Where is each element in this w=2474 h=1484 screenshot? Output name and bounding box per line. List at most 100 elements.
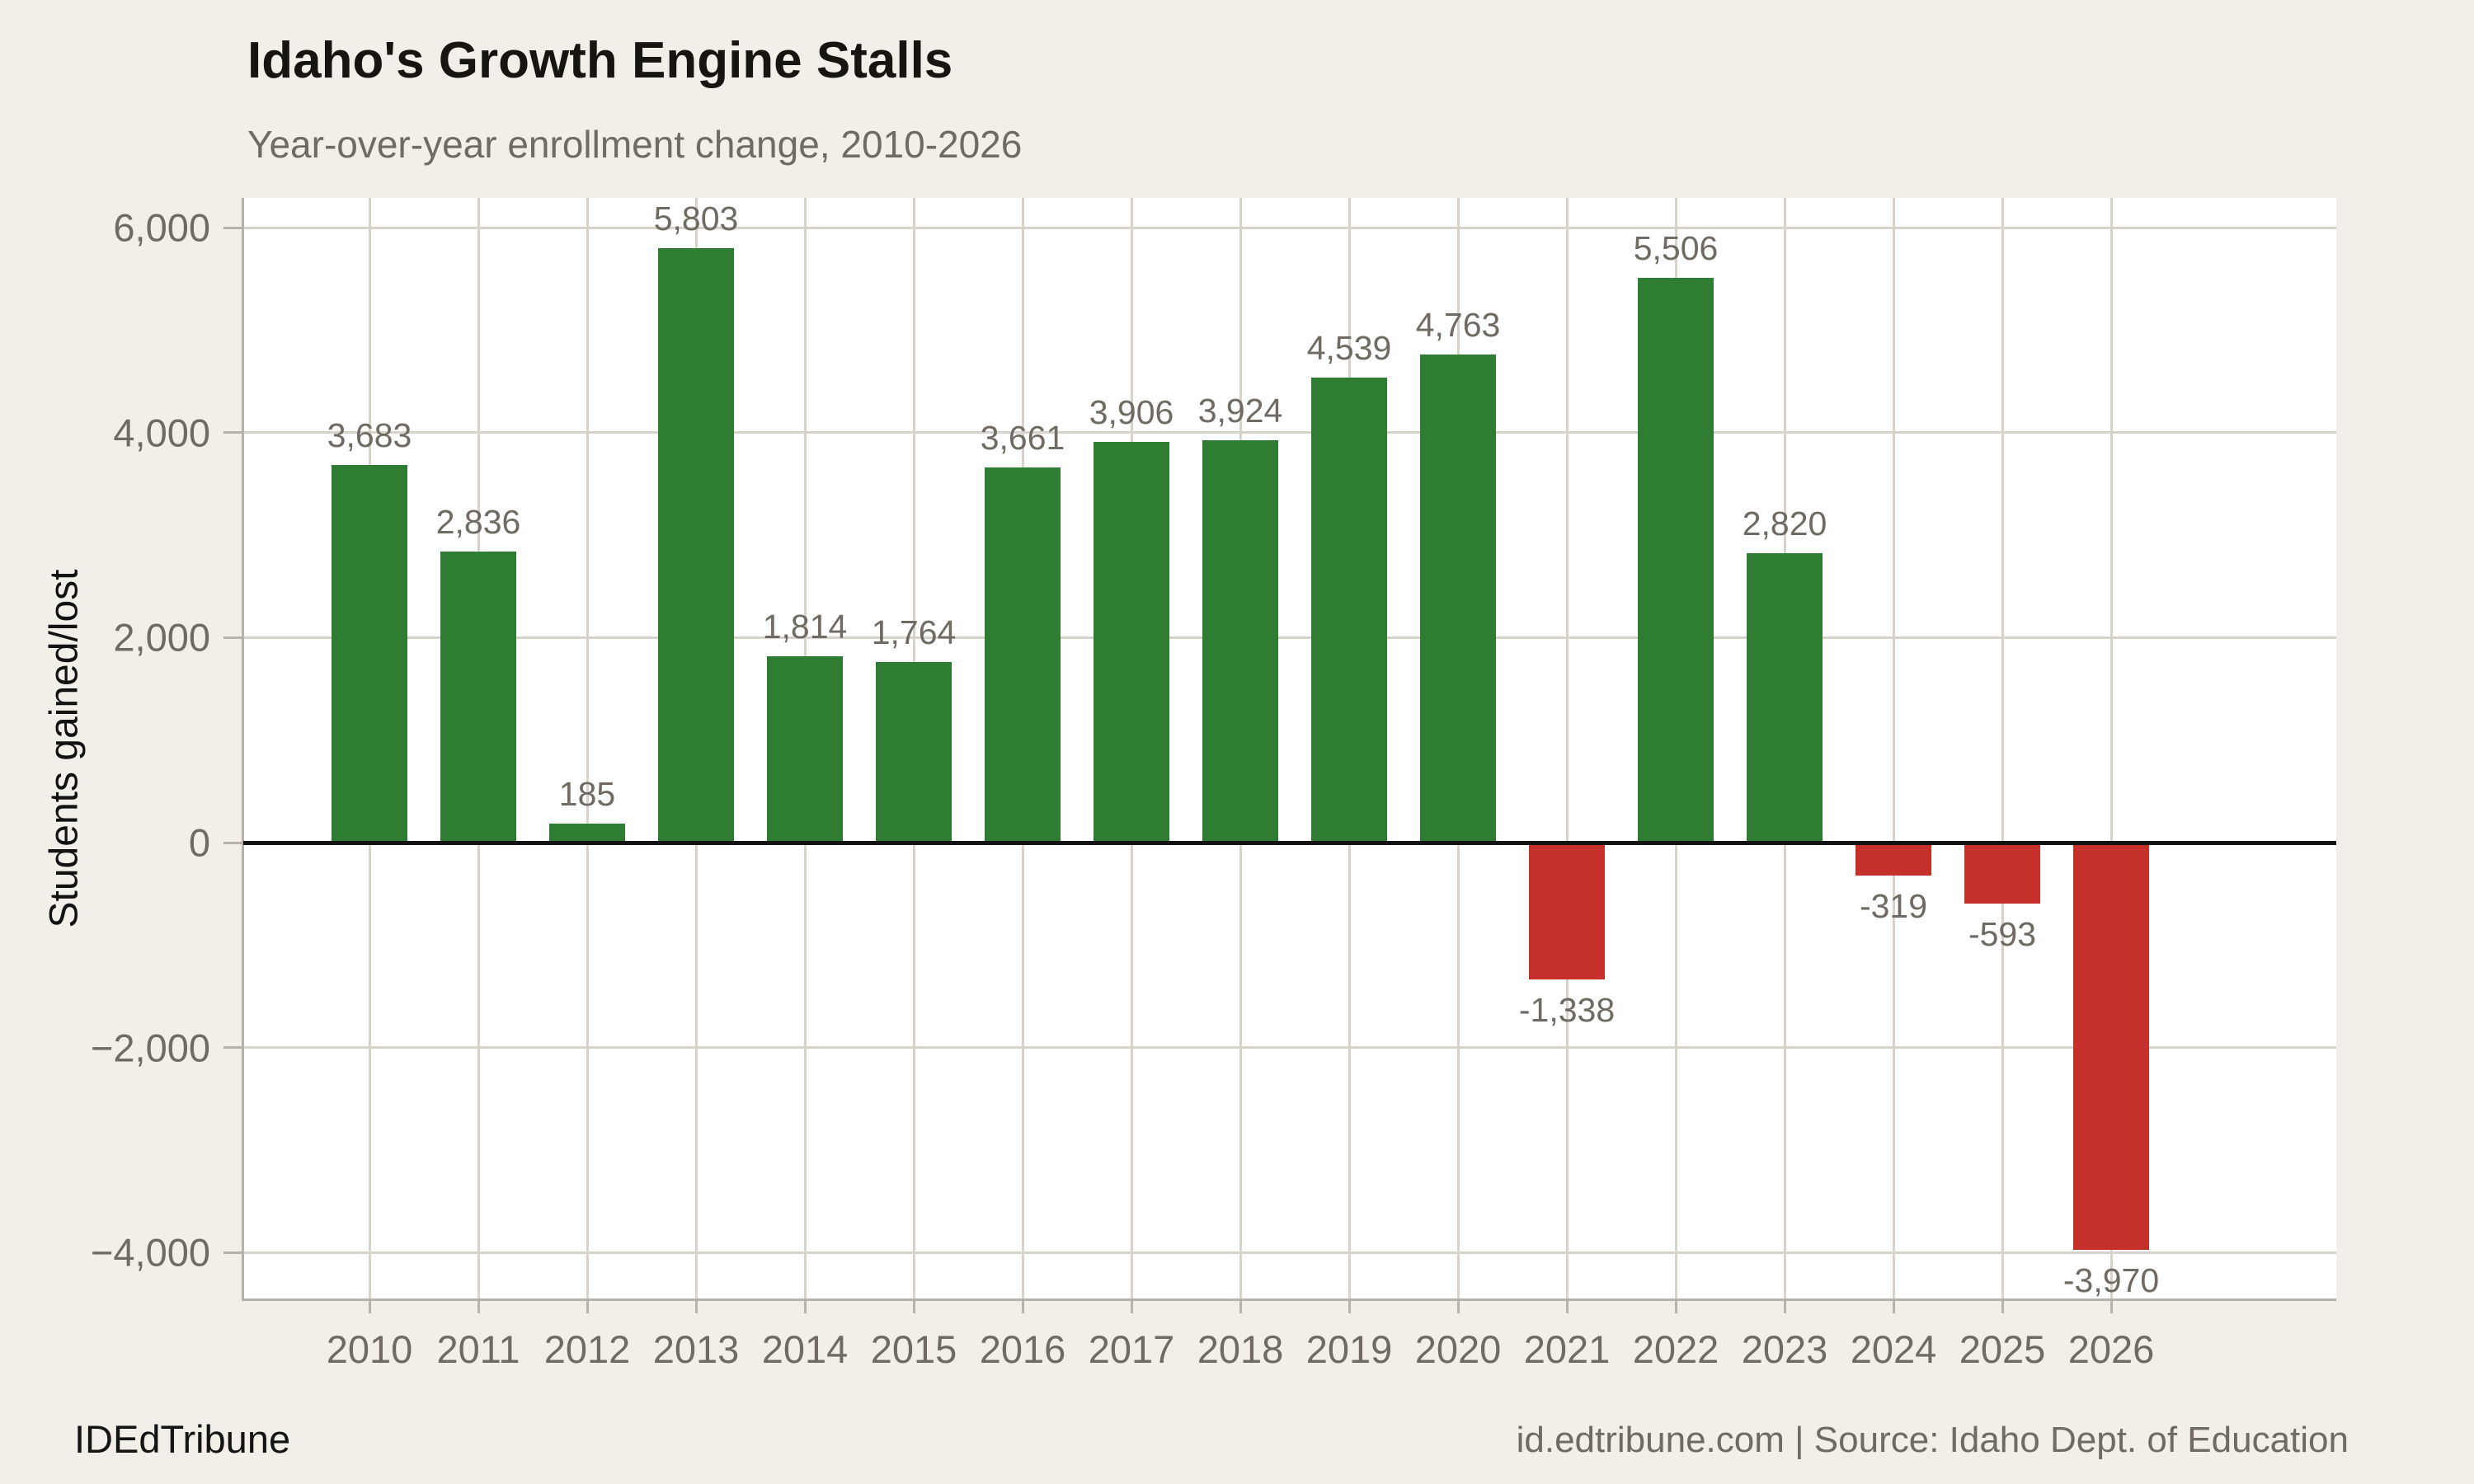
bar-value-label: 1,764 xyxy=(871,613,957,651)
y-gridline xyxy=(243,431,2336,434)
bar xyxy=(1529,843,1605,980)
bar-value-label: -1,338 xyxy=(1518,991,1616,1030)
bar xyxy=(1202,440,1278,843)
bar xyxy=(440,552,516,843)
bar xyxy=(1747,553,1823,843)
x-tick-label: 2024 xyxy=(1850,1327,1937,1371)
bar xyxy=(549,824,625,843)
x-tick-label: 2015 xyxy=(870,1327,957,1371)
x-tick-mark xyxy=(1783,1300,1786,1313)
bar xyxy=(1856,843,1931,876)
y-tick-mark xyxy=(223,841,243,844)
footer-brand: IDEdTribune xyxy=(74,1417,291,1461)
x-gridline xyxy=(586,198,589,1300)
x-tick-mark xyxy=(368,1300,371,1313)
x-tick-label: 2012 xyxy=(543,1327,631,1371)
x-tick-label: 2016 xyxy=(979,1327,1066,1371)
y-tick-label: −4,000 xyxy=(90,1230,210,1275)
zero-baseline xyxy=(243,840,2336,845)
bar-value-label: 5,803 xyxy=(653,199,739,237)
x-tick-label: 2017 xyxy=(1088,1327,1175,1371)
bar-value-label: 3,906 xyxy=(1089,393,1174,432)
x-tick-label: 2014 xyxy=(761,1327,849,1371)
x-tick-mark xyxy=(586,1300,589,1313)
x-gridline xyxy=(2001,198,2004,1300)
y-gridline xyxy=(243,1046,2336,1050)
y-tick-label: 2,000 xyxy=(113,615,210,660)
x-tick-mark xyxy=(1674,1300,1677,1313)
y-tick-label: 4,000 xyxy=(113,411,210,455)
footer-source-attribution: id.edtribune.com | Source: Idaho Dept. o… xyxy=(1516,1420,2349,1460)
x-gridline xyxy=(1565,198,1569,1300)
bar-value-label: 3,924 xyxy=(1197,392,1283,430)
bar-value-label: 2,820 xyxy=(1742,505,1827,543)
bar xyxy=(658,247,734,843)
bar xyxy=(876,661,952,843)
x-gridline xyxy=(2109,198,2113,1300)
y-gridline xyxy=(243,226,2336,229)
bar-value-label: -3,970 xyxy=(2062,1261,2160,1299)
plot-area: 6,000 4,000 2,000 0 −2,000 −4,000 2010 2011 2012… xyxy=(91,198,2336,1371)
x-tick-label: 2022 xyxy=(1632,1327,1719,1371)
y-axis-title: Students gained/lost xyxy=(42,569,87,928)
bar-value-label: -319 xyxy=(1859,886,1928,925)
x-tick-label: 2026 xyxy=(2067,1327,2155,1371)
chart-subtitle: Year-over-year enrollment change, 2010-2… xyxy=(247,123,1023,166)
x-tick-mark xyxy=(912,1300,915,1313)
x-tick-mark xyxy=(1021,1300,1024,1313)
y-tick-label: −2,000 xyxy=(90,1026,210,1070)
x-tick-mark xyxy=(2109,1300,2113,1313)
y-axis-line xyxy=(242,198,244,1300)
x-axis-line xyxy=(242,1298,2336,1301)
bar-value-label: -593 xyxy=(1968,914,2037,953)
bar xyxy=(1638,278,1714,843)
y-tick-mark xyxy=(223,226,243,229)
bar xyxy=(1094,442,1169,843)
x-tick-mark xyxy=(1565,1300,1569,1313)
chart-title: Idaho's Growth Engine Stalls xyxy=(247,32,953,89)
x-tick-label: 2020 xyxy=(1414,1327,1502,1371)
bar-value-label: 1,814 xyxy=(762,608,848,646)
bar xyxy=(2073,843,2149,1250)
bar xyxy=(985,467,1061,843)
x-tick-mark xyxy=(694,1300,698,1313)
bar xyxy=(767,656,843,843)
x-tick-mark xyxy=(477,1300,480,1313)
bar xyxy=(1420,354,1496,843)
y-gridline xyxy=(243,636,2336,639)
x-tick-label: 2023 xyxy=(1741,1327,1828,1371)
y-tick-label: 6,000 xyxy=(113,205,210,250)
bar xyxy=(1311,377,1387,843)
bar-value-label: 4,539 xyxy=(1306,328,1392,367)
x-tick-mark xyxy=(1348,1300,1351,1313)
x-tick-label: 2013 xyxy=(652,1327,740,1371)
x-tick-label: 2025 xyxy=(1959,1327,2046,1371)
y-tick-mark xyxy=(223,636,243,639)
x-tick-mark xyxy=(1239,1300,1242,1313)
bar-value-label: 2,836 xyxy=(435,503,521,542)
bar xyxy=(1964,843,2040,904)
bar-value-label: 185 xyxy=(558,775,616,813)
x-tick-mark xyxy=(803,1300,807,1313)
bar-value-label: 5,506 xyxy=(1633,229,1719,268)
bar-value-label: 3,661 xyxy=(980,418,1065,457)
bar-value-label: 4,763 xyxy=(1415,305,1501,344)
x-tick-mark xyxy=(1892,1300,1895,1313)
x-gridline xyxy=(1892,198,1895,1300)
x-tick-label: 2010 xyxy=(326,1327,413,1371)
x-tick-mark xyxy=(2001,1300,2004,1313)
x-tick-label: 2021 xyxy=(1523,1327,1611,1371)
y-tick-mark xyxy=(223,431,243,434)
y-tick-label: 0 xyxy=(188,820,210,865)
bar-value-label: 3,683 xyxy=(327,416,412,455)
x-tick-label: 2011 xyxy=(436,1327,520,1371)
x-tick-mark xyxy=(1130,1300,1133,1313)
x-tick-mark xyxy=(1456,1300,1460,1313)
y-gridline xyxy=(243,1251,2336,1254)
x-tick-label: 2018 xyxy=(1197,1327,1284,1371)
bar xyxy=(332,465,407,843)
x-tick-label: 2019 xyxy=(1305,1327,1393,1371)
y-tick-mark xyxy=(223,1046,243,1050)
y-tick-mark xyxy=(223,1251,243,1254)
